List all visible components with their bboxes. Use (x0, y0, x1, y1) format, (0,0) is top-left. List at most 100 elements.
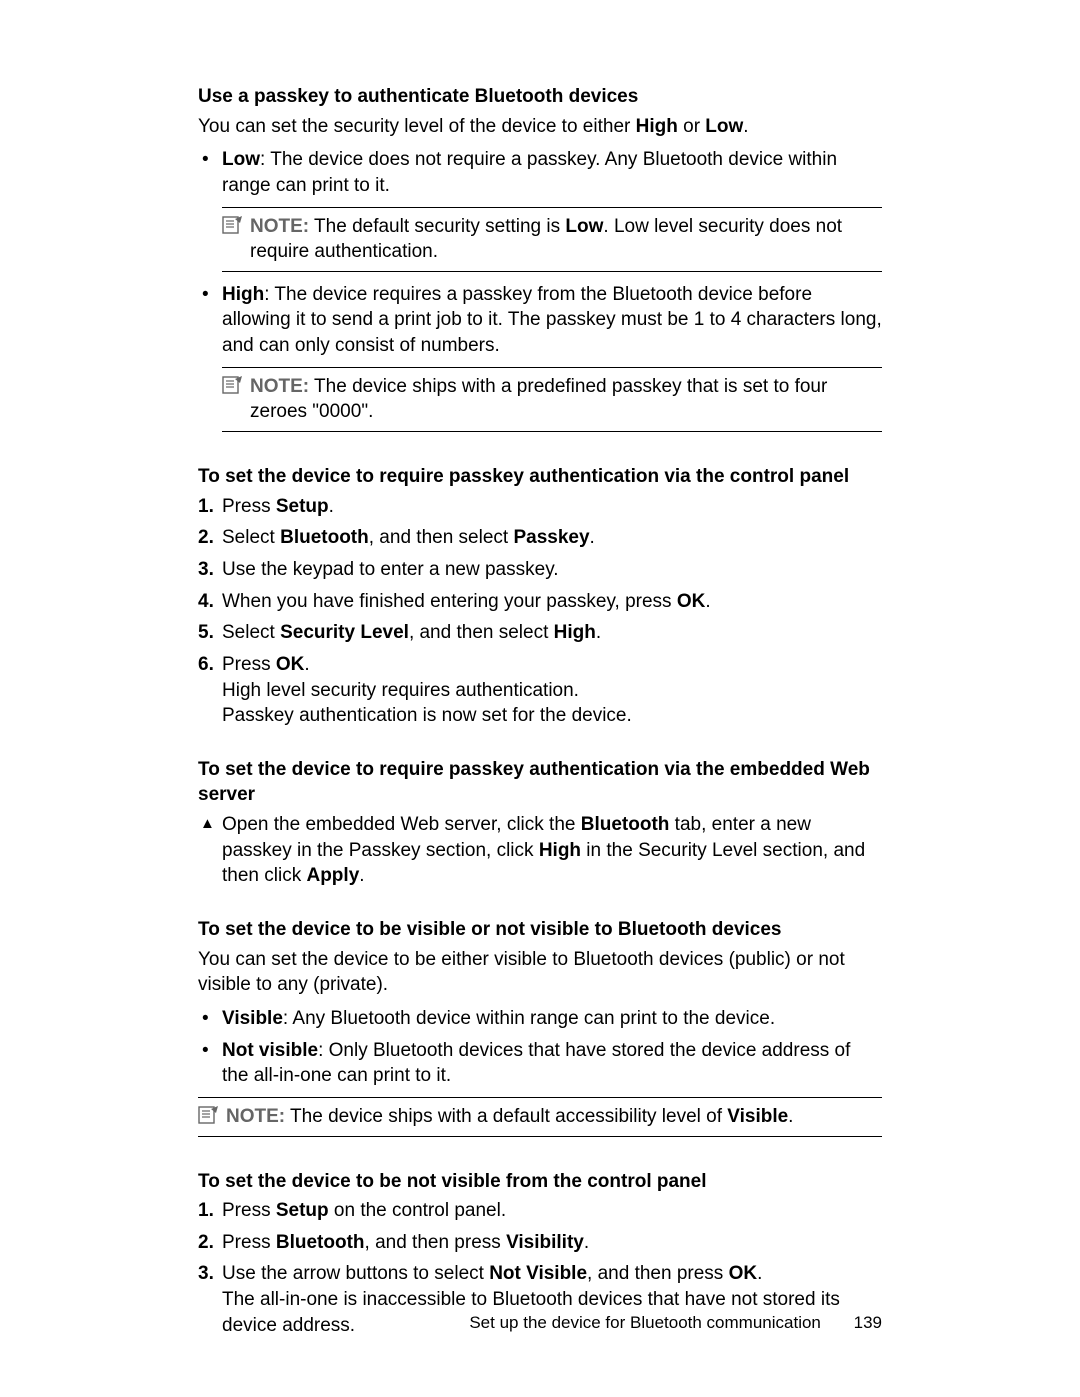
note-icon (222, 216, 244, 234)
list-item: 5.Select Security Level, and then select… (222, 620, 882, 646)
text-bold: High (222, 284, 264, 305)
step-number: 3. (198, 557, 214, 583)
heading-visibility: To set the device to be visible or not v… (198, 917, 882, 943)
note-icon (222, 376, 244, 394)
text: The device ships with a default accessib… (285, 1106, 727, 1127)
heading-passkey: Use a passkey to authenticate Bluetooth … (198, 84, 882, 110)
text-bold: OK (729, 1263, 758, 1284)
text-bold: Setup (276, 1200, 329, 1221)
list-item: High: The device requires a passkey from… (222, 282, 882, 432)
text: . (705, 591, 710, 612)
text: Use the arrow buttons to select (222, 1263, 489, 1284)
text: Press (222, 1232, 276, 1253)
text: . (304, 654, 309, 675)
list-item: Open the embedded Web server, click the … (222, 812, 882, 889)
list-item: Low: The device does not require a passk… (222, 147, 882, 272)
text: Select (222, 622, 280, 643)
text: Press (222, 496, 276, 517)
text-bold: Bluetooth (581, 814, 670, 835)
text: High level security requires authenticat… (222, 680, 579, 701)
heading-not-visible-cp: To set the device to be not visible from… (198, 1169, 882, 1195)
note-icon (198, 1106, 220, 1124)
step-number: 1. (198, 494, 214, 520)
text: The default security setting is (309, 216, 565, 237)
text: . (596, 622, 601, 643)
text-bold: Low (705, 116, 743, 137)
steps-ews: Open the embedded Web server, click the … (198, 812, 882, 889)
text-bold: Security Level (280, 622, 409, 643)
text-bold: Visible (727, 1106, 788, 1127)
text-bold: Visible (222, 1008, 283, 1029)
text-bold: OK (276, 654, 305, 675)
note-label: NOTE: (226, 1106, 285, 1127)
list-item: 6.Press OK. High level security requires… (222, 652, 882, 729)
list-item: 2.Select Bluetooth, and then select Pass… (222, 525, 882, 551)
list-item: 2.Press Bluetooth, and then press Visibi… (222, 1230, 882, 1256)
text: , and then press (365, 1232, 507, 1253)
text: When you have finished entering your pas… (222, 591, 677, 612)
text: You can set the security level of the de… (198, 116, 636, 137)
text: on the control panel. (329, 1200, 506, 1221)
text: Use the keypad to enter a new passkey. (222, 559, 559, 580)
page-number: 139 (854, 1313, 882, 1332)
list-item: 1.Press Setup. (222, 494, 882, 520)
footer-text: Set up the device for Bluetooth communic… (469, 1313, 821, 1332)
text: : Any Bluetooth device within range can … (283, 1008, 775, 1029)
text-bold: High (554, 622, 596, 643)
text: . (743, 116, 748, 137)
text: . (359, 865, 364, 886)
step-number: 3. (198, 1261, 214, 1287)
security-level-list: Low: The device does not require a passk… (198, 147, 882, 432)
text: . (584, 1232, 589, 1253)
note-label: NOTE: (250, 376, 309, 397)
step-number: 2. (198, 525, 214, 551)
step-number: 5. (198, 620, 214, 646)
note-box: NOTE: The default security setting is Lo… (222, 207, 882, 272)
intro-paragraph: You can set the security level of the de… (198, 114, 882, 140)
step-number: 4. (198, 589, 214, 615)
text-bold: Setup (276, 496, 329, 517)
text: , and then select (409, 622, 554, 643)
text: , and then select (369, 527, 514, 548)
visibility-intro: You can set the device to be either visi… (198, 947, 882, 998)
text: Press (222, 1200, 276, 1221)
text-bold: Not visible (222, 1040, 318, 1061)
text: or (678, 116, 705, 137)
steps-control-panel: 1.Press Setup. 2.Select Bluetooth, and t… (198, 494, 882, 729)
text: The device ships with a predefined passk… (250, 376, 827, 423)
text: . (757, 1263, 762, 1284)
text: Select (222, 527, 280, 548)
list-item: 1.Press Setup on the control panel. (222, 1198, 882, 1224)
text-bold: High (636, 116, 678, 137)
text: . (590, 527, 595, 548)
text: : The device does not require a passkey.… (222, 149, 837, 196)
note-box: NOTE: The device ships with a default ac… (198, 1097, 882, 1137)
note-box: NOTE: The device ships with a predefined… (222, 367, 882, 432)
list-item: 4.When you have finished entering your p… (222, 589, 882, 615)
text-bold: Bluetooth (280, 527, 369, 548)
text: Press (222, 654, 276, 675)
text-bold: High (539, 840, 581, 861)
list-item: Not visible: Only Bluetooth devices that… (222, 1038, 882, 1089)
list-item: 3.Use the keypad to enter a new passkey. (222, 557, 882, 583)
text-bold: Low (222, 149, 260, 170)
heading-set-ews: To set the device to require passkey aut… (198, 757, 882, 808)
text-bold: Passkey (513, 527, 589, 548)
text: Passkey authentication is now set for th… (222, 705, 632, 726)
heading-set-cp: To set the device to require passkey aut… (198, 464, 882, 490)
text-bold: Bluetooth (276, 1232, 365, 1253)
list-item: Visible: Any Bluetooth device within ran… (222, 1006, 882, 1032)
text-bold: Visibility (506, 1232, 584, 1253)
text: . (788, 1106, 793, 1127)
text-bold: Not Visible (489, 1263, 587, 1284)
text-bold: Low (565, 216, 603, 237)
text: , and then press (587, 1263, 729, 1284)
text-bold: Apply (306, 865, 359, 886)
visibility-list: Visible: Any Bluetooth device within ran… (198, 1006, 882, 1089)
note-label: NOTE: (250, 216, 309, 237)
text: . (329, 496, 334, 517)
text-bold: OK (677, 591, 706, 612)
step-number: 2. (198, 1230, 214, 1256)
step-number: 1. (198, 1198, 214, 1224)
text: : The device requires a passkey from the… (222, 284, 882, 356)
